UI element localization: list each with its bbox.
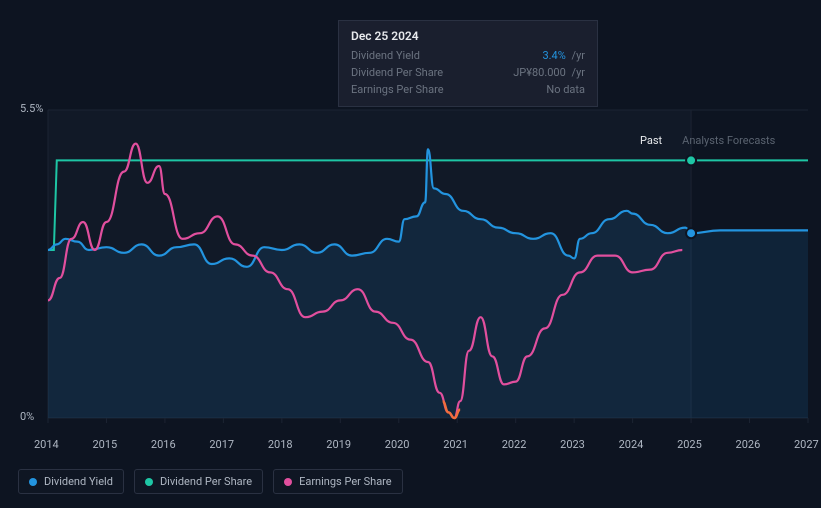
y-tick-label: 5.5% [20, 102, 43, 115]
past-label: Past [640, 134, 662, 147]
x-tick-label: 2024 [619, 438, 644, 451]
legend-item[interactable]: Earnings Per Share [273, 469, 403, 494]
x-tick-label: 2016 [151, 438, 176, 451]
tooltip-row-value: JP¥80.000 /yr [513, 66, 585, 79]
x-tick-label: 2025 [677, 438, 702, 451]
chart-tooltip: Dec 25 2024 Dividend Yield3.4% /yrDivide… [338, 20, 598, 107]
tooltip-date: Dec 25 2024 [351, 29, 585, 43]
tooltip-row: Dividend Per Share JP¥80.000 /yr [351, 64, 585, 81]
legend-dot-icon [29, 478, 37, 486]
x-tick-label: 2026 [736, 438, 761, 451]
tooltip-row: Dividend Yield 3.4% /yr [351, 47, 585, 64]
x-tick-label: 2022 [502, 438, 527, 451]
tooltip-row-label: Dividend Per Share [351, 66, 443, 79]
legend-label: Earnings Per Share [299, 475, 392, 488]
x-tick-label: 2019 [326, 438, 351, 451]
x-tick-label: 2020 [385, 438, 410, 451]
time-period-labels: Past Analysts Forecasts [640, 134, 775, 147]
tooltip-row-value: 3.4% /yr [542, 49, 585, 62]
forecast-label: Analysts Forecasts [682, 134, 775, 147]
legend-label: Dividend Yield [44, 475, 113, 488]
dividend-chart: 5.5% 0% 2014 2015 2016 2017 2018 2019 2020 2021 2… [0, 0, 821, 508]
legend-dot-icon [145, 478, 153, 486]
x-tick-label: 2014 [34, 438, 59, 451]
x-tick-label: 2021 [443, 438, 468, 451]
legend-item[interactable]: Dividend Per Share [134, 469, 263, 494]
x-tick-label: 2018 [268, 438, 293, 451]
y-tick-label: 0% [20, 410, 34, 423]
legend-dot-icon [284, 478, 292, 486]
x-tick-label: 2023 [560, 438, 585, 451]
x-tick-label: 2027 [794, 438, 819, 451]
tooltip-row: Earnings Per Share No data [351, 81, 585, 98]
tooltip-row-value: No data [546, 83, 585, 96]
chart-legend: Dividend Yield Dividend Per Share Earnings… [18, 469, 403, 494]
x-tick-label: 2015 [92, 438, 117, 451]
legend-label: Dividend Per Share [160, 475, 252, 488]
tooltip-row-label: Dividend Yield [351, 49, 420, 62]
x-tick-label: 2017 [209, 438, 234, 451]
legend-item[interactable]: Dividend Yield [18, 469, 124, 494]
tooltip-row-label: Earnings Per Share [351, 83, 444, 96]
